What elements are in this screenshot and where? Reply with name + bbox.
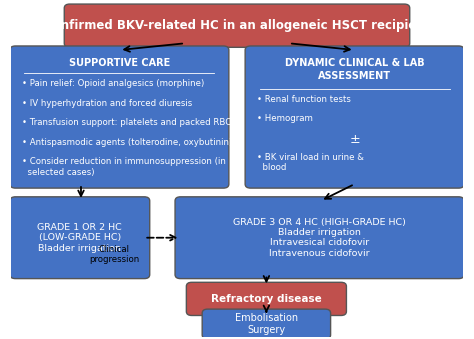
Text: Embolisation
Surgery: Embolisation Surgery <box>235 313 298 335</box>
Text: Refractory disease: Refractory disease <box>211 294 322 304</box>
Text: • Antispasmodic agents (tolterodine, oxybutinin): • Antispasmodic agents (tolterodine, oxy… <box>22 138 232 147</box>
FancyBboxPatch shape <box>245 46 464 188</box>
Text: GRADE 1 OR 2 HC
(LOW-GRADE HC)
Bladder irrigation: GRADE 1 OR 2 HC (LOW-GRADE HC) Bladder i… <box>37 223 122 253</box>
Text: ±: ± <box>349 134 360 146</box>
FancyBboxPatch shape <box>186 282 346 316</box>
Text: • Hemogram: • Hemogram <box>257 114 313 123</box>
Text: • BK viral load in urine &
  blood: • BK viral load in urine & blood <box>257 153 364 172</box>
Text: DYNAMIC CLINICAL & LAB
ASSESSMENT: DYNAMIC CLINICAL & LAB ASSESSMENT <box>285 58 424 81</box>
Text: GRADE 3 OR 4 HC (HIGH-GRADE HC)
Bladder irrigation
Intravesical cidofovir
Intrav: GRADE 3 OR 4 HC (HIGH-GRADE HC) Bladder … <box>233 218 406 258</box>
Text: • IV hyperhydration and forced diuresis: • IV hyperhydration and forced diuresis <box>22 99 192 108</box>
Text: • Transfusion support: platelets and packed RBCs: • Transfusion support: platelets and pac… <box>22 118 236 127</box>
FancyBboxPatch shape <box>202 309 330 339</box>
Text: • Consider reduction in immunosuppression (in
  selected cases): • Consider reduction in immunosuppressio… <box>22 157 226 177</box>
FancyBboxPatch shape <box>175 197 464 279</box>
Text: • Renal function tests: • Renal function tests <box>257 95 351 104</box>
Text: SUPPORTIVE CARE: SUPPORTIVE CARE <box>69 58 170 68</box>
Text: Confirmed BKV-related HC in an allogeneic HSCT recipient: Confirmed BKV-related HC in an allogenei… <box>44 19 430 32</box>
Text: • Pain relief: Opioid analgesics (morphine): • Pain relief: Opioid analgesics (morphi… <box>22 79 204 88</box>
FancyBboxPatch shape <box>10 46 229 188</box>
Text: Clinical
progression: Clinical progression <box>89 245 139 264</box>
FancyBboxPatch shape <box>64 4 410 47</box>
FancyBboxPatch shape <box>10 197 150 279</box>
